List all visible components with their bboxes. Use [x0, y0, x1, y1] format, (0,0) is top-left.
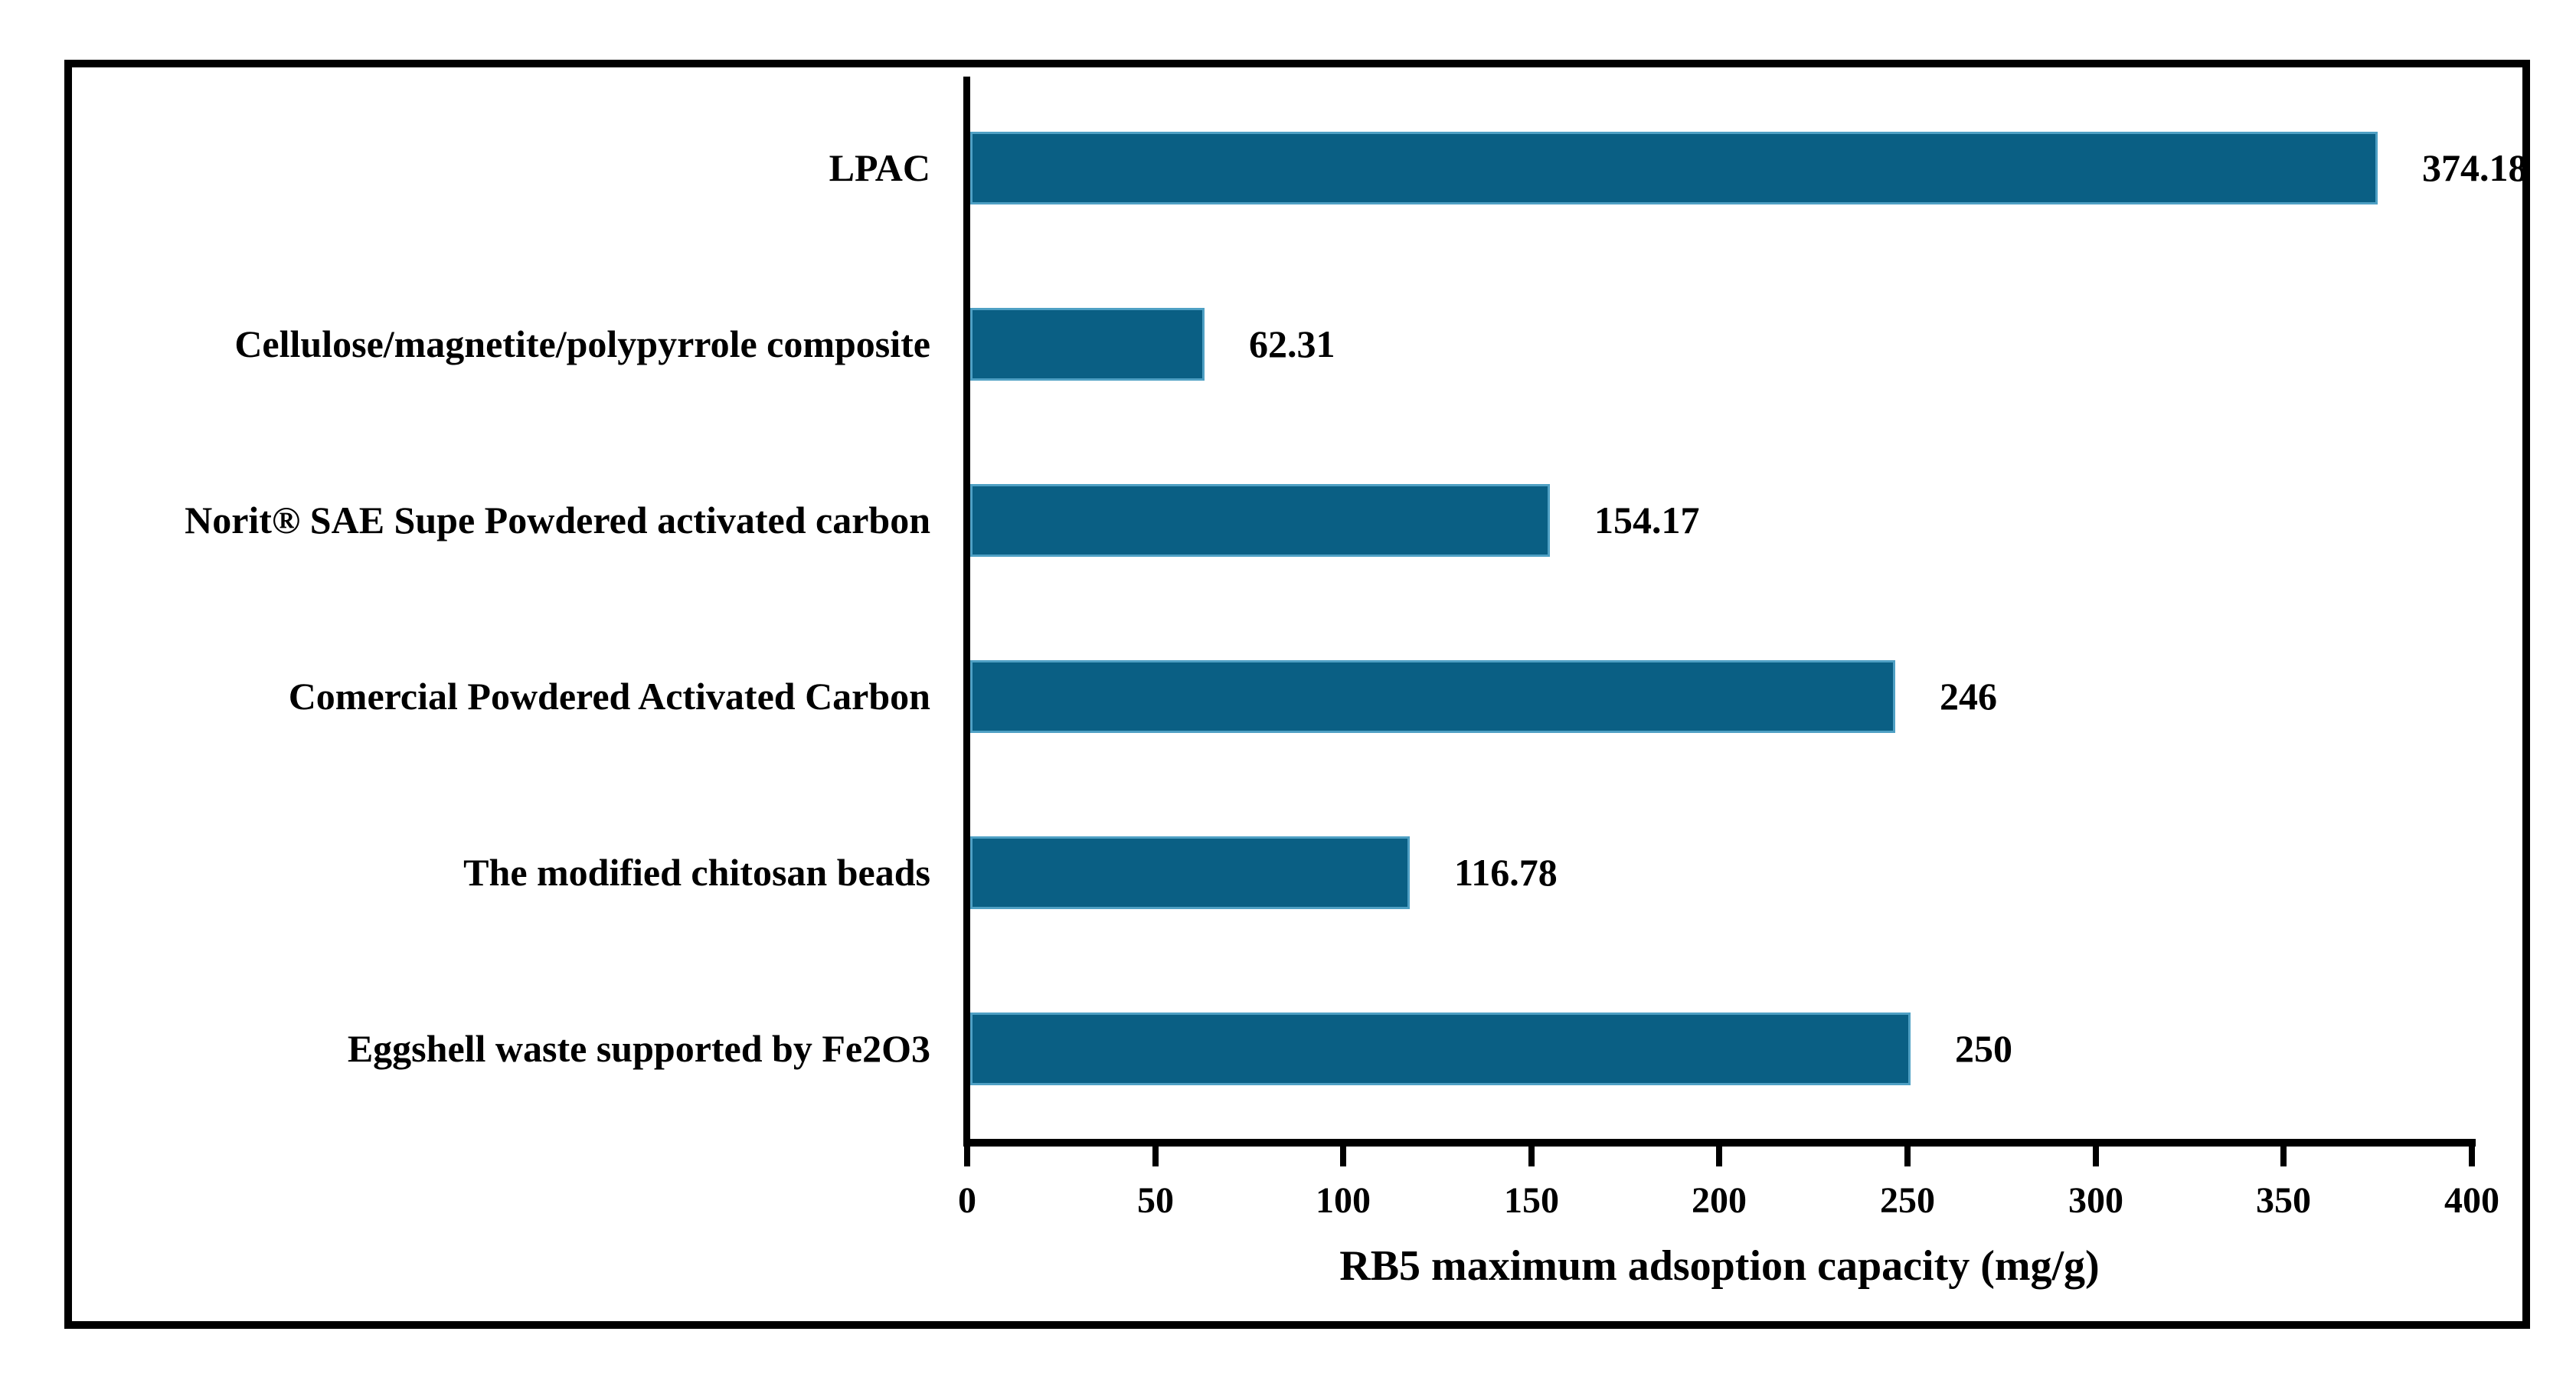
bar-row: Cellulose/magnetite/polypyrrole composit…	[72, 308, 2507, 381]
x-tick-mark	[1904, 1147, 1911, 1166]
category-label: Norit® SAE Supe Powdered activated carbo…	[185, 499, 930, 541]
x-tick-mark	[964, 1147, 970, 1166]
value-label: 374.18	[2422, 146, 2528, 189]
category-label: The modified chitosan beads	[463, 851, 930, 894]
x-tick-label: 250	[1880, 1180, 1935, 1221]
bar	[970, 484, 1550, 557]
x-tick-mark	[1340, 1147, 1346, 1166]
value-label: 154.17	[1594, 499, 1700, 541]
x-tick-mark	[2093, 1147, 2099, 1166]
x-tick-label: 200	[1692, 1180, 1747, 1221]
x-tick-label: 350	[2256, 1180, 2311, 1221]
bar-row: LPAC 374.18	[72, 132, 2528, 204]
bar-row: Comercial Powdered Activated Carbon 246	[72, 660, 2507, 733]
value-label: 250	[1955, 1027, 2012, 1070]
bar-row: Eggshell waste supported by Fe2O3 250	[72, 1013, 2507, 1085]
value-label: 116.78	[1454, 851, 1558, 894]
x-tick-label: 50	[1137, 1180, 1174, 1221]
x-tick-mark	[1152, 1147, 1159, 1166]
category-label: Eggshell waste supported by Fe2O3	[347, 1027, 930, 1070]
x-tick-label: 150	[1504, 1180, 1559, 1221]
x-tick-label: 300	[2068, 1180, 2123, 1221]
x-tick-mark	[1716, 1147, 1722, 1166]
category-label: Comercial Powdered Activated Carbon	[288, 675, 930, 718]
x-tick-mark	[2469, 1147, 2475, 1166]
bar	[970, 308, 1205, 381]
x-tick-mark	[2280, 1147, 2287, 1166]
bar	[970, 1013, 1911, 1085]
value-label: 62.31	[1249, 322, 1335, 365]
x-tick-label: 0	[958, 1180, 976, 1221]
x-tick-mark	[1528, 1147, 1535, 1166]
value-label: 246	[1940, 675, 1997, 718]
x-axis-title: RB5 maximum adsoption capacity (mg/g)	[1339, 1242, 2100, 1290]
bar	[970, 660, 1895, 733]
y-axis-line	[963, 77, 970, 1147]
category-label: Cellulose/magnetite/polypyrrole composit…	[234, 322, 930, 365]
bar-row: Norit® SAE Supe Powdered activated carbo…	[72, 484, 2507, 557]
category-label: LPAC	[829, 146, 930, 189]
x-tick-label: 100	[1316, 1180, 1371, 1221]
bar-row: The modified chitosan beads 116.78	[72, 836, 2507, 909]
bar	[970, 836, 1410, 909]
bar	[970, 132, 2378, 204]
x-tick-label: 400	[2444, 1180, 2499, 1221]
figure-frame: LPAC 374.18 Cellulose/magnetite/polypyrrol…	[64, 60, 2530, 1329]
x-axis-line	[963, 1139, 2476, 1147]
